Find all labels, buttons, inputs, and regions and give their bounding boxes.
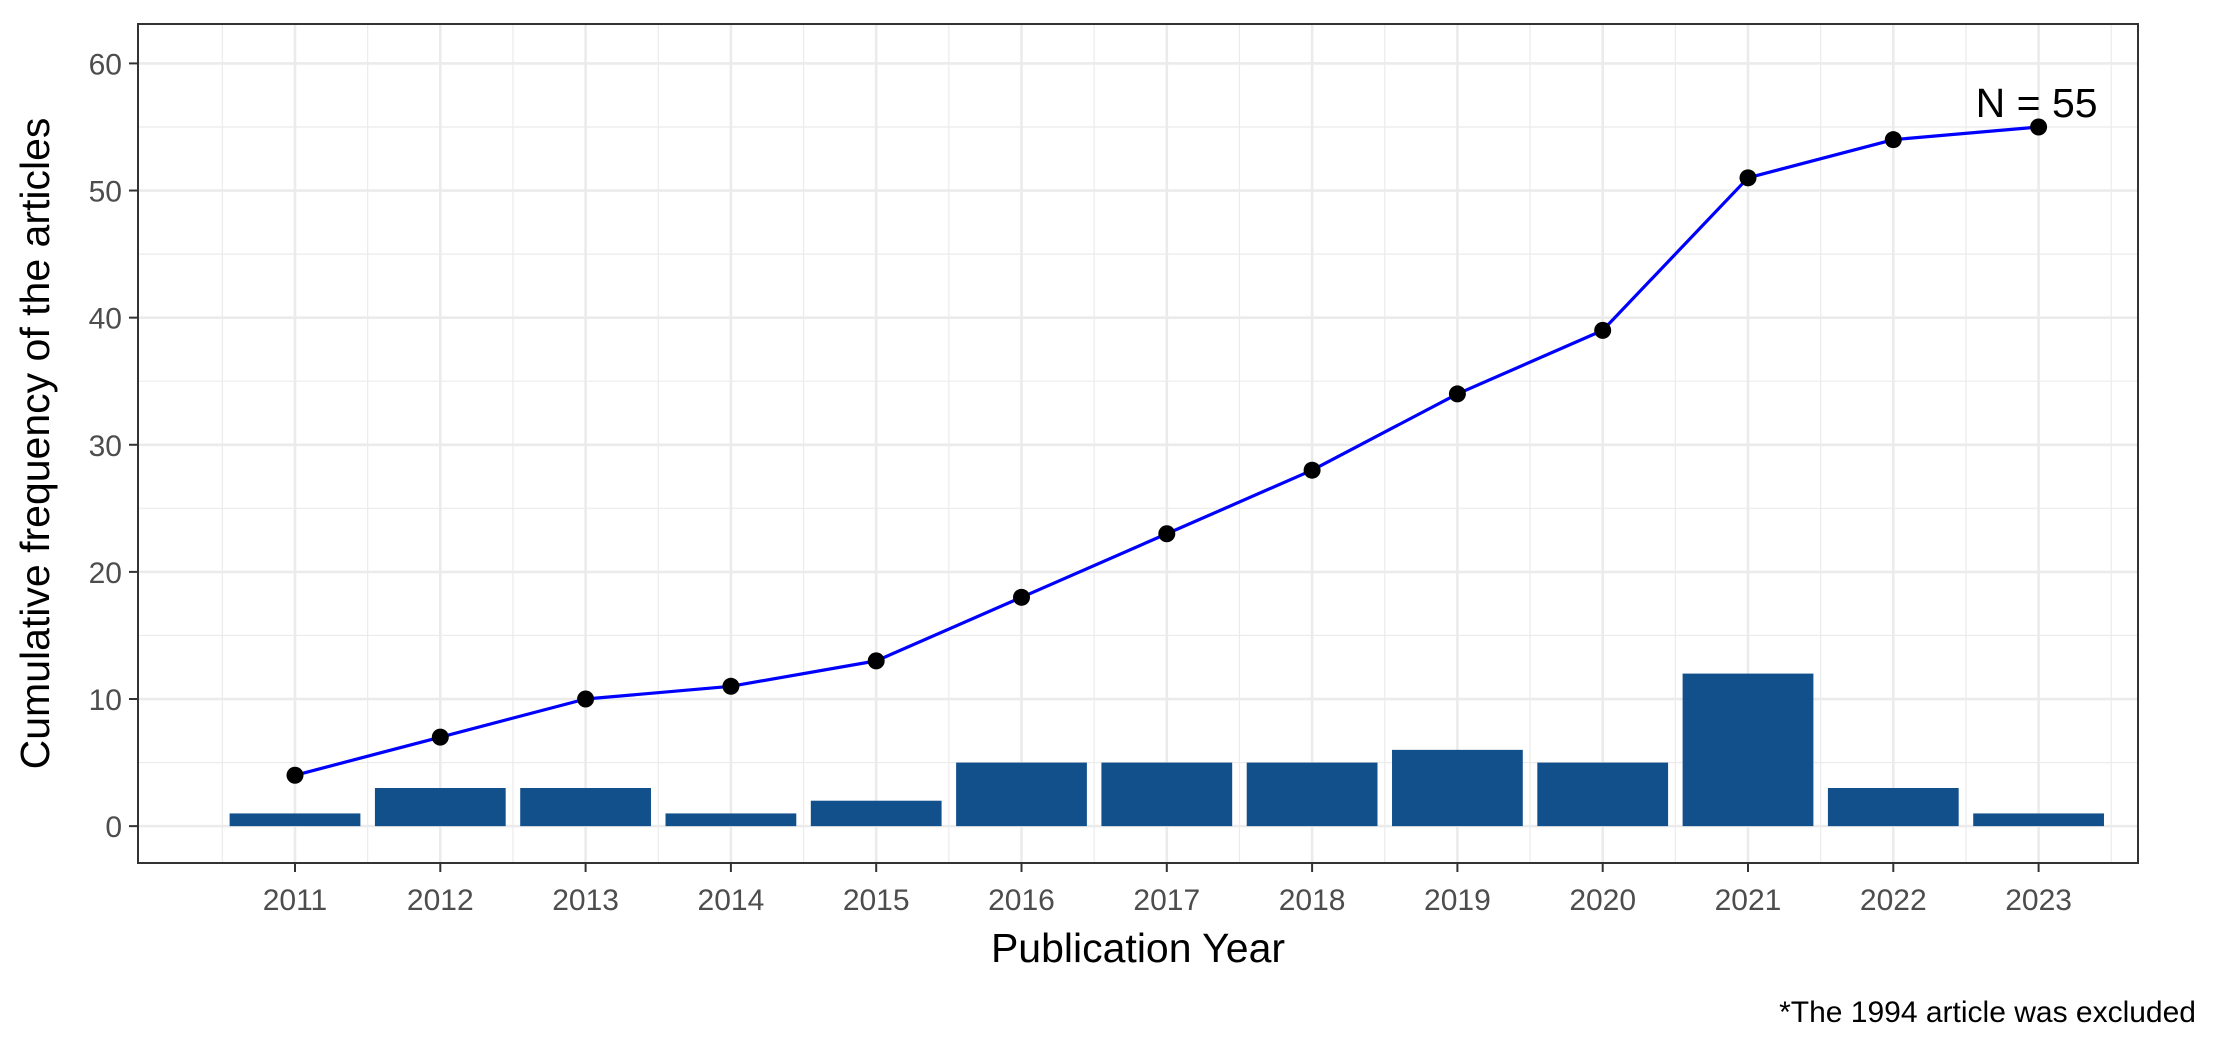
bar-2018 bbox=[1246, 762, 1378, 827]
cumulative-point-2023 bbox=[2030, 118, 2048, 136]
y-tick-label: 50 bbox=[89, 176, 122, 209]
x-tick-label: 2014 bbox=[698, 884, 765, 917]
cumulative-point-2012 bbox=[431, 728, 449, 746]
cumulative-point-2022 bbox=[1884, 131, 1902, 149]
bar-2011 bbox=[229, 813, 361, 827]
y-axis-ticks: 0 10 20 30 40 50 60 bbox=[89, 48, 138, 844]
bar-2020 bbox=[1537, 762, 1669, 827]
cumulative-point-2021 bbox=[1739, 169, 1757, 187]
x-tick-label: 2021 bbox=[1715, 884, 1782, 917]
bar-2013 bbox=[520, 787, 651, 827]
x-tick-label: 2019 bbox=[1424, 884, 1491, 917]
cumulative-point-2015 bbox=[867, 652, 885, 670]
bar-2017 bbox=[1101, 762, 1233, 827]
cumulative-point-2017 bbox=[1158, 525, 1176, 543]
y-tick-label: 20 bbox=[89, 557, 122, 590]
bar-2019 bbox=[1392, 749, 1523, 827]
x-axis-title: Publication Year bbox=[991, 925, 1285, 971]
panel-border bbox=[137, 23, 2139, 864]
x-tick-label: 2011 bbox=[263, 884, 328, 917]
cumulative-point-2013 bbox=[577, 690, 595, 708]
y-tick-label: 30 bbox=[89, 430, 122, 463]
bar-2021 bbox=[1682, 673, 1814, 827]
x-tick-label: 2013 bbox=[552, 884, 619, 917]
total-annotation: N = 55 bbox=[1976, 80, 2098, 126]
bar-2015 bbox=[810, 800, 942, 827]
x-tick-label: 2022 bbox=[1860, 884, 1927, 917]
bar-2016 bbox=[956, 762, 1087, 827]
cumulative-point-2018 bbox=[1303, 461, 1321, 479]
y-tick-label: 10 bbox=[89, 684, 122, 717]
cumulative-point-2014 bbox=[722, 677, 740, 695]
cumulative-point-2020 bbox=[1594, 321, 1612, 339]
y-tick-label: 60 bbox=[89, 48, 122, 81]
cumulative-point-2016 bbox=[1013, 588, 1030, 606]
x-tick-label: 2017 bbox=[1133, 884, 1200, 917]
cumulative-points bbox=[286, 118, 2048, 784]
chart-caption: *The 1994 article was excluded bbox=[1779, 996, 2196, 1029]
cumulative-point-2019 bbox=[1448, 385, 1466, 403]
x-axis-ticks: 2011 2012 2013 2014 2015 2016 2017 2018 2019 2020… bbox=[263, 863, 2072, 917]
x-tick-label: 2015 bbox=[843, 884, 910, 917]
bar-2023 bbox=[1973, 813, 2104, 827]
y-tick-label: 0 bbox=[105, 811, 122, 844]
bar-series bbox=[229, 673, 2104, 827]
bar-2012 bbox=[374, 787, 506, 827]
x-tick-label: 2012 bbox=[407, 884, 474, 917]
x-tick-label: 2023 bbox=[2005, 884, 2072, 917]
y-tick-label: 40 bbox=[89, 303, 122, 336]
cumulative-point-2011 bbox=[286, 766, 304, 784]
x-tick-label: 2020 bbox=[1569, 884, 1636, 917]
bar-2014 bbox=[665, 813, 797, 827]
y-axis-title: Cumulative frequency of the articles bbox=[12, 118, 58, 770]
x-tick-label: 2016 bbox=[988, 884, 1055, 917]
bar-2022 bbox=[1827, 787, 1959, 827]
x-tick-label: 2018 bbox=[1279, 884, 1346, 917]
